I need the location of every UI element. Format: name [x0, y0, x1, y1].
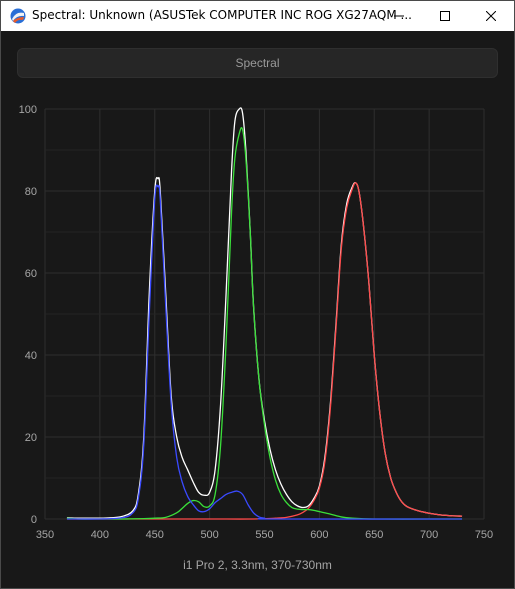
spectral-mode-button[interactable]: Spectral: [17, 48, 498, 78]
x-axis-label: i1 Pro 2, 3.3nm, 370-730nm: [183, 558, 332, 572]
spectral-chart: 350 400 450 500 550 600 650 700 750 0 20 40 60 80 100: [19, 104, 494, 541]
x-tick-label: 600: [310, 529, 328, 541]
y-tick-label: 40: [25, 350, 37, 362]
x-tick-label: 650: [365, 529, 383, 541]
spectrum-app-icon: [10, 8, 26, 24]
x-tick-label: 400: [91, 529, 109, 541]
red-spectrum-line: [66, 182, 463, 520]
window-title: Spectral: Unknown (ASUSTek COMPUTER INC …: [32, 8, 412, 22]
y-tick-label: 100: [19, 104, 37, 116]
title-bar[interactable]: Spectral: Unknown (ASUSTek COMPUTER INC …: [1, 1, 514, 31]
green-spectrum-line: [66, 127, 463, 520]
minimize-button[interactable]: [376, 1, 422, 31]
x-tick-label: 750: [475, 529, 493, 541]
maximize-icon: [440, 11, 450, 21]
x-tick-label: 450: [146, 529, 164, 541]
x-tick-label: 500: [200, 529, 218, 541]
y-tick-label: 80: [25, 186, 37, 198]
y-tick-label: 60: [25, 268, 37, 280]
close-button[interactable]: [468, 1, 514, 31]
x-tick-label: 350: [36, 529, 54, 541]
maximize-button[interactable]: [422, 1, 468, 31]
y-tick-label: 20: [25, 432, 37, 444]
x-tick-label: 700: [420, 529, 438, 541]
blue-spectrum-line: [66, 184, 463, 520]
x-tick-label: 550: [255, 529, 273, 541]
close-icon: [486, 11, 496, 21]
y-tick-label: 0: [31, 514, 37, 526]
minimize-icon: [394, 15, 404, 17]
